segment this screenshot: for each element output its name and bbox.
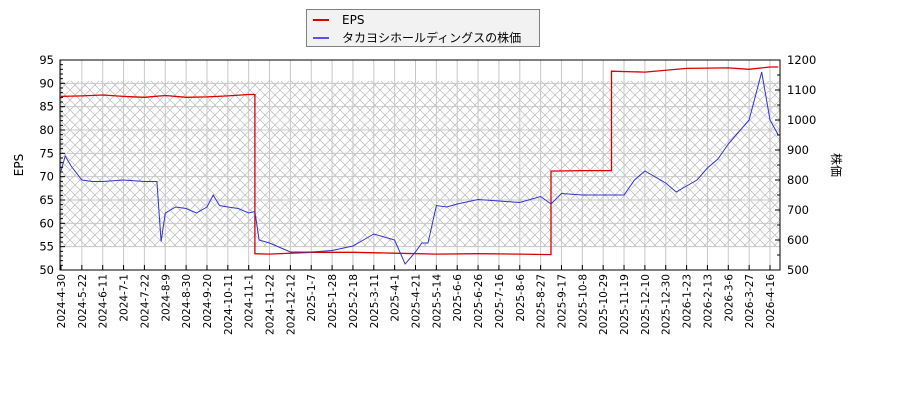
x-tick-label: 2026-2-13: [702, 274, 714, 328]
x-tick-label: 2025-6-26: [473, 274, 485, 329]
legend-label-price: タカヨシホールディングスの株価: [342, 31, 522, 45]
x-tick-label: 2024-7-22: [139, 274, 151, 328]
x-tick-label: 2024-11-22: [265, 274, 277, 335]
x-tick-label: 2025-1-7: [306, 274, 318, 322]
gridlines: [60, 60, 780, 270]
chart-legend: EPS タカヨシホールディングスの株価: [306, 9, 540, 47]
y-left-tick-label: 75: [39, 146, 54, 160]
x-tick-label: 2024-10-11: [223, 274, 235, 335]
x-tick-label: 2024-12-12: [285, 274, 297, 335]
x-tick-label: 2025-4-21: [411, 274, 423, 328]
y-right-tick-label: 800: [787, 173, 809, 187]
y-axis-left: 50 55 60 65 70 75 80 85 90 95: [39, 53, 65, 277]
y-left-tick-label: 50: [39, 263, 54, 277]
hatched-band: [60, 81, 780, 247]
y-right-tick-label: 1200: [787, 53, 816, 67]
x-tick-label: 2025-11-19: [619, 274, 631, 335]
y-axis-right: 500 600 700 800 900 1000 1100 1200: [775, 53, 816, 277]
x-tick-label: 2024-7-1: [119, 274, 131, 322]
y-axis-left-label: EPS: [12, 154, 26, 176]
y-right-tick-label: 600: [787, 233, 809, 247]
y-left-tick-label: 90: [39, 76, 54, 90]
x-tick-label: 2025-8-6: [515, 274, 527, 322]
x-tick-label: 2026-1-23: [682, 274, 694, 328]
legend-item-eps: EPS: [307, 11, 364, 28]
x-tick-label: 2026-4-16: [765, 274, 777, 329]
x-tick-label: 2024-6-11: [98, 274, 110, 328]
y-axis-right-label: 株価: [829, 153, 844, 177]
x-tick-label: 2025-5-14: [431, 274, 443, 329]
legend-label-eps: EPS: [342, 12, 365, 27]
y-right-tick-label: 900: [787, 143, 809, 157]
y-right-tick-label: 500: [787, 263, 809, 277]
x-tick-label: 2025-6-6: [452, 274, 464, 322]
x-tick-label: 2025-12-10: [640, 274, 652, 335]
legend-swatch-eps: [313, 18, 329, 21]
x-tick-label: 2025-8-27: [536, 274, 548, 328]
x-tick-label: 2025-1-28: [327, 274, 339, 328]
y-right-tick-label: 1100: [787, 83, 816, 97]
x-tick-label: 2026-3-6: [723, 274, 735, 322]
y-left-tick-label: 55: [39, 240, 54, 254]
y-right-tick-label: 1000: [787, 113, 816, 127]
x-tick-label: 2024-8-9: [160, 274, 172, 322]
y-left-tick-label: 70: [39, 170, 54, 184]
x-tick-label: 2024-8-30: [181, 274, 193, 328]
plot-area: [60, 60, 780, 270]
y-left-tick-label: 60: [39, 216, 54, 230]
x-tick-label: 2024-9-20: [202, 274, 214, 328]
legend-item-price: タカヨシホールディングスの株価: [307, 29, 521, 46]
x-tick-label: 2025-7-16: [494, 274, 506, 329]
y-left-tick-label: 85: [39, 100, 54, 114]
x-tick-label: 2024-4-30: [56, 274, 68, 328]
legend-swatch-price: [313, 36, 329, 39]
price-line: [60, 71, 779, 265]
y-right-tick-label: 700: [787, 203, 809, 217]
x-tick-label: 2024-5-22: [77, 274, 89, 328]
x-tick-label: 2025-9-17: [556, 274, 568, 328]
x-tick-label: 2025-2-18: [348, 274, 360, 328]
y-left-tick-label: 80: [39, 123, 54, 137]
x-axis-ticks: 2024-4-30 2024-5-22 2024-6-11 2024-7-1 2024-…: [56, 265, 777, 335]
x-tick-label: 2025-12-30: [661, 274, 673, 335]
x-tick-label: 2025-4-1: [390, 274, 402, 322]
x-tick-label: 2026-3-27: [744, 274, 756, 328]
x-tick-label: 2024-11-1: [244, 274, 256, 328]
x-tick-label: 2025-10-8: [577, 274, 589, 328]
x-tick-label: 2025-3-11: [369, 274, 381, 328]
eps-line: [60, 66, 779, 256]
y-left-tick-label: 95: [39, 53, 54, 67]
x-tick-label: 2025-10-29: [598, 274, 610, 335]
series-lines: [60, 66, 779, 265]
y-left-tick-label: 65: [39, 193, 54, 207]
